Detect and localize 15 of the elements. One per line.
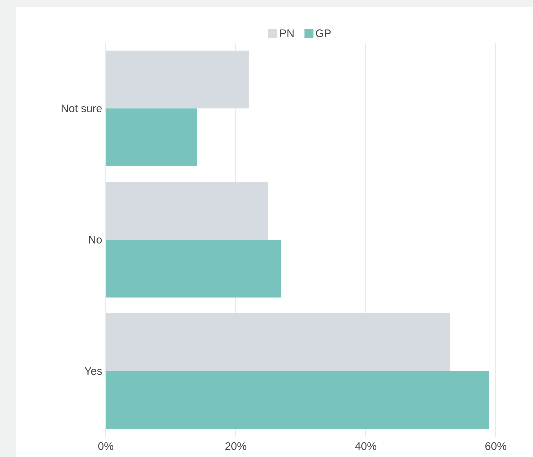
bar [106,371,490,430]
x-tick-label: 0% [98,442,114,450]
y-tick-label: No [89,236,102,244]
y-tick-label: Not sure [62,104,102,112]
bar [106,182,269,240]
bar [106,314,451,372]
bar [106,108,198,166]
x-tick-label: 20% [226,442,247,450]
x-tick-label: 40% [355,442,377,450]
bar [106,240,282,298]
y-tick-label: Yes [84,368,102,376]
x-tick-label: 60% [486,442,507,450]
legend-label: GP [316,30,331,38]
bar [106,50,250,109]
legend-label: PN [280,30,294,38]
